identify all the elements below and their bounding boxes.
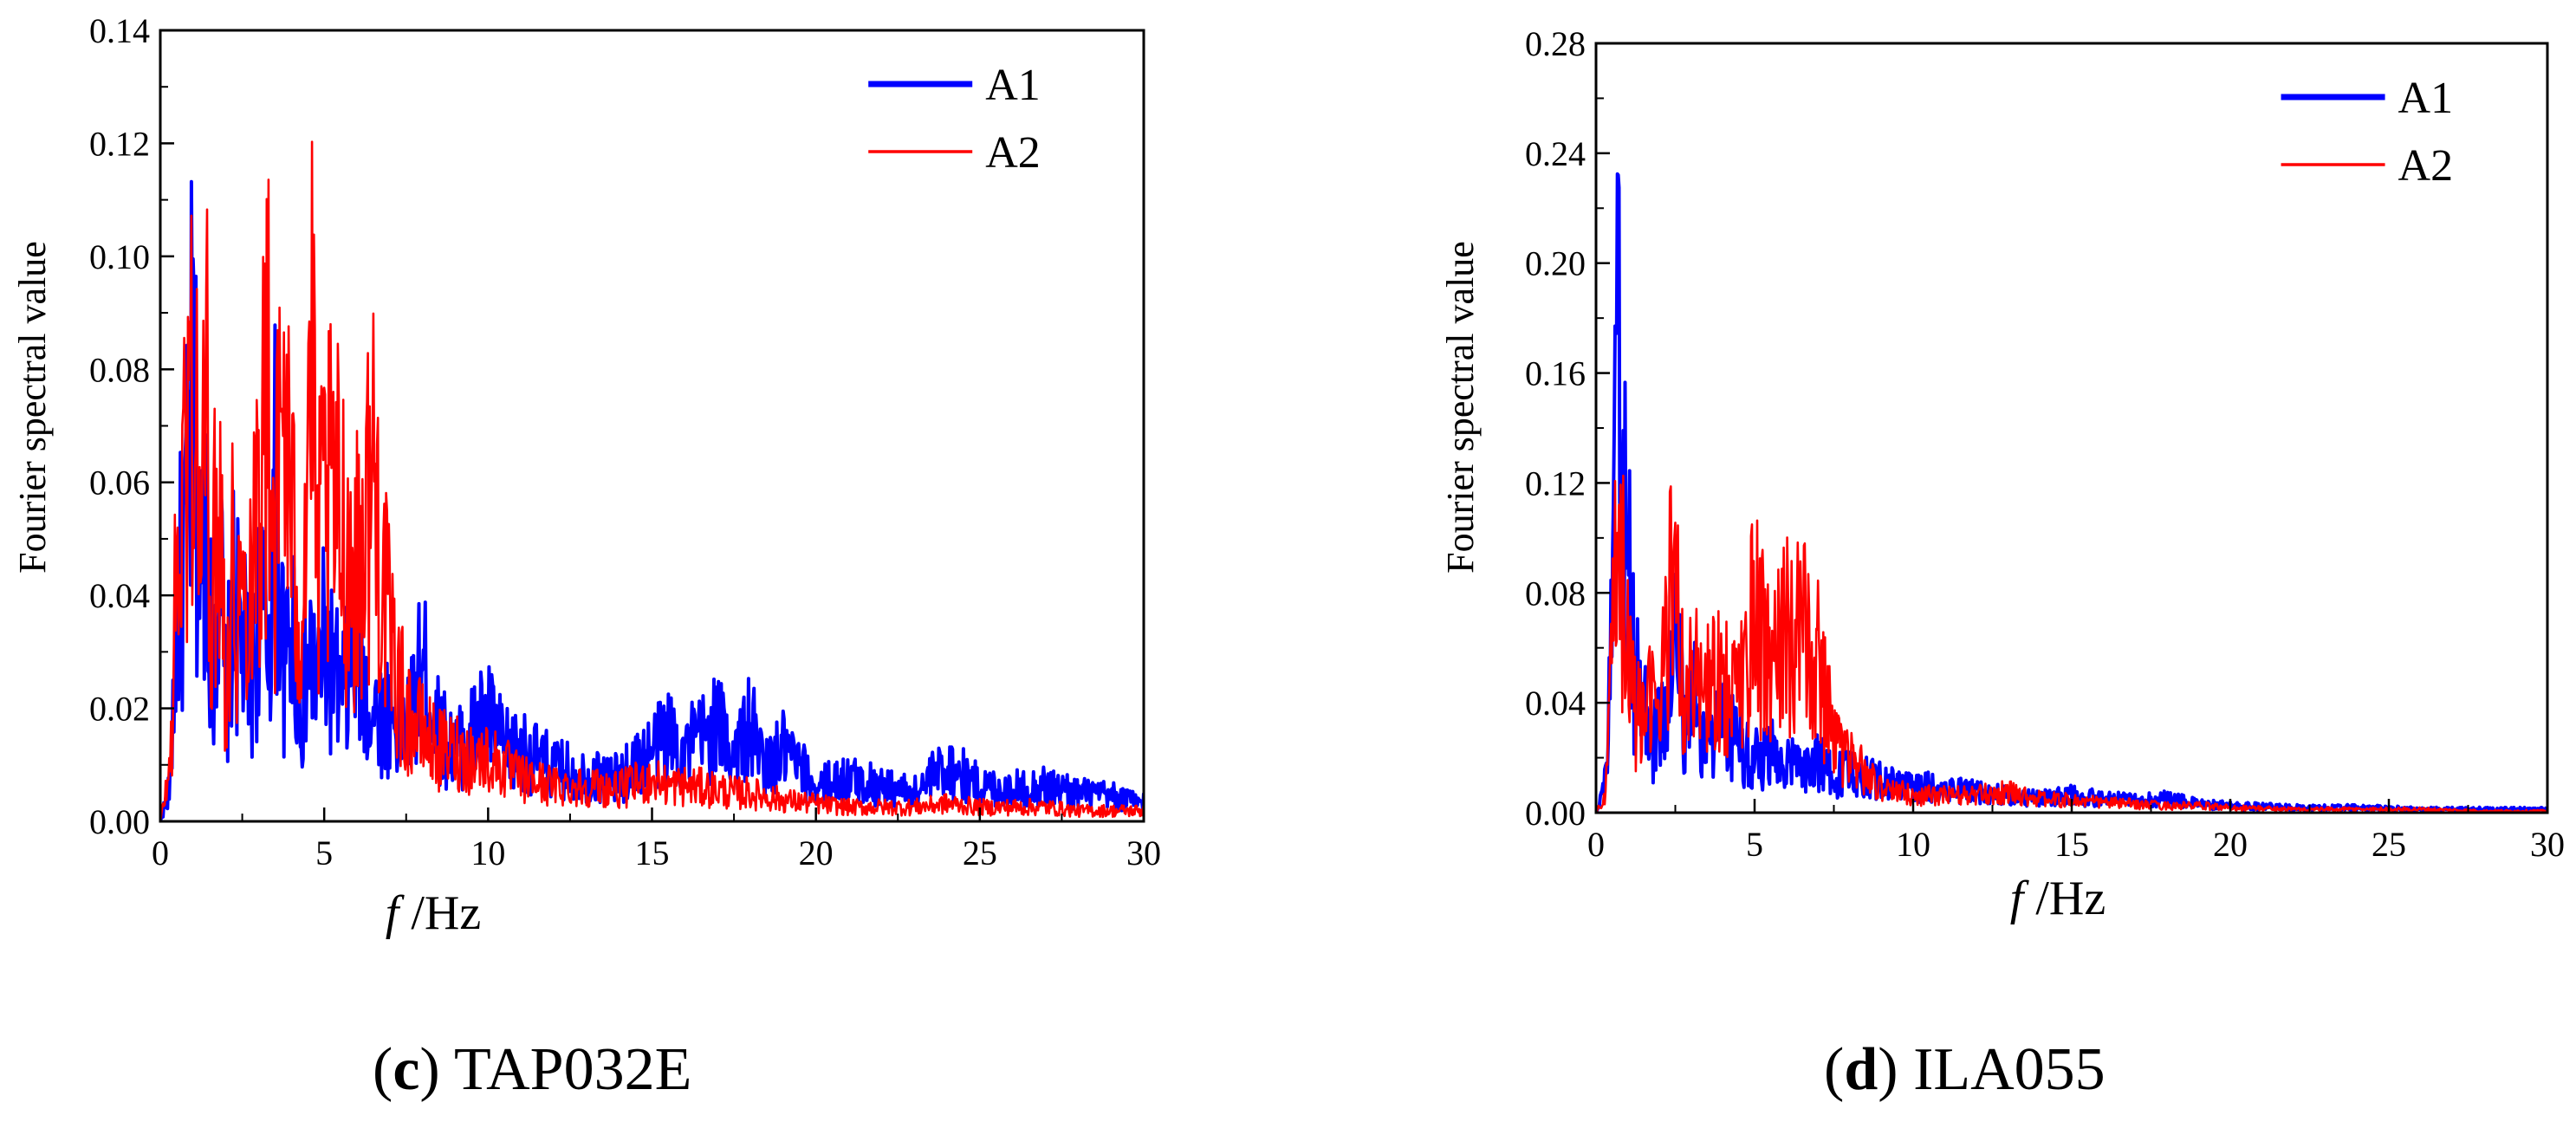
caption-d: (d) ILA055: [1824, 1036, 2106, 1103]
x-tick-label-d: 5: [1746, 825, 1763, 864]
y-tick-label-d: 0.12: [1525, 464, 1586, 503]
x-tick-label-c: 30: [1126, 833, 1161, 872]
legend-label-a1-d: A1: [2398, 74, 2454, 123]
y-axis-label-d: Fourier spectral value: [1439, 241, 1482, 574]
y-tick-label-d: 0.16: [1525, 354, 1586, 393]
x-tick-label-c: 25: [963, 833, 997, 872]
y-tick-label-d: 0.20: [1525, 244, 1586, 283]
x-tick-label-c: 0: [152, 833, 169, 872]
x-axis-label-d: f /Hz: [2010, 872, 2106, 925]
y-tick-label-c: 0.04: [89, 576, 150, 615]
y-tick-label-d: 0.00: [1525, 794, 1586, 833]
x-tick-label-d: 0: [1587, 825, 1605, 864]
x-tick-label-d: 30: [2530, 825, 2565, 864]
x-axis-label-c: f /Hz: [386, 886, 481, 940]
x-tick-label-c: 20: [799, 833, 834, 872]
legend-label-a2-c: A2: [985, 128, 1041, 178]
y-axis-label-c: Fourier spectral value: [11, 241, 54, 574]
y-tick-label-c: 0.14: [89, 11, 150, 50]
y-tick-label-d: 0.04: [1525, 684, 1586, 723]
series-line-a1-d: [1596, 172, 2547, 813]
x-tick-label-d: 10: [1896, 825, 1930, 864]
x-tick-label-c: 15: [635, 833, 670, 872]
y-tick-label-c: 0.10: [89, 237, 150, 276]
y-tick-label-d: 0.08: [1525, 574, 1586, 613]
y-tick-label-c: 0.02: [89, 690, 150, 729]
y-tick-label-c: 0.06: [89, 464, 150, 503]
caption-name-d: ILA055: [1913, 1036, 2106, 1103]
y-tick-label-c: 0.00: [89, 802, 150, 841]
chart-panel-c: Fourier spectral value f /Hz 0 5 10 15 20 25 3…: [11, 11, 1161, 940]
legend-label-a2-d: A2: [2398, 141, 2454, 191]
caption-letter-c: c: [393, 1036, 420, 1103]
x-tick-label-c: 5: [315, 833, 333, 872]
y-tick-label-d: 0.28: [1525, 24, 1586, 63]
x-tick-label-d: 20: [2213, 825, 2248, 864]
x-tick-label-c: 10: [470, 833, 505, 872]
caption-c: (c) TAP032E: [373, 1036, 692, 1103]
caption-name-c: TAP032E: [453, 1036, 692, 1103]
y-tick-label-c: 0.08: [89, 350, 150, 389]
y-tick-label-d: 0.24: [1525, 134, 1586, 173]
x-tick-label-d: 15: [2054, 825, 2089, 864]
y-tick-label-c: 0.12: [89, 124, 150, 163]
series-line-a2-c: [160, 140, 1144, 821]
series-line-a1-c: [160, 179, 1144, 821]
x-tick-label-d: 25: [2372, 825, 2406, 864]
caption-letter-d: d: [1844, 1036, 1878, 1103]
chart-panel-d: Fourier spectral value f /Hz 0 5 10 15 20 25 3…: [1439, 24, 2565, 925]
legend-label-a1-c: A1: [985, 61, 1041, 110]
